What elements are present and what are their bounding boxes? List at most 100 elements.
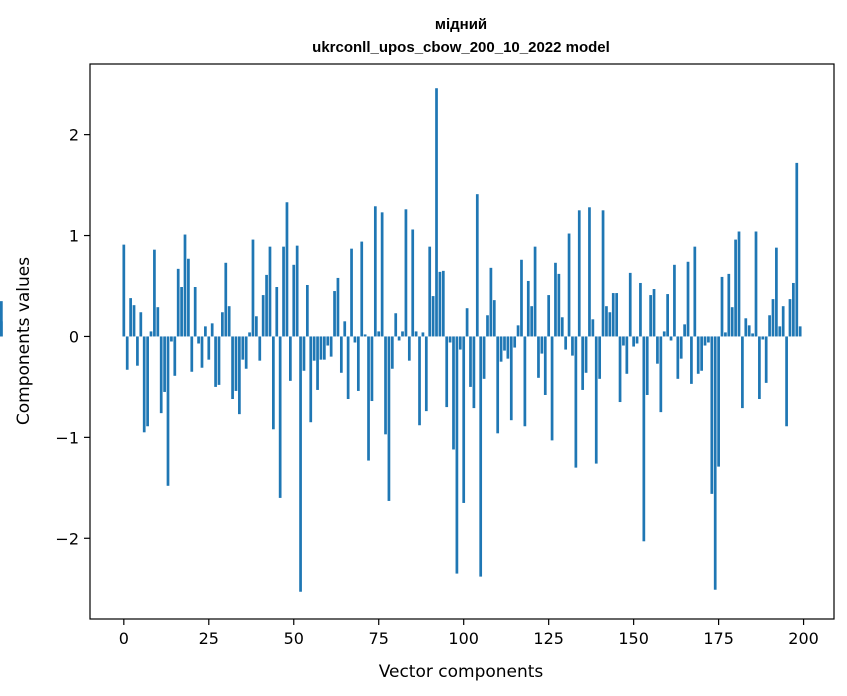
bar-64	[339, 336, 343, 373]
y-tick-label: 0	[69, 327, 79, 346]
bar-23	[200, 336, 204, 368]
bar-152	[639, 282, 642, 337]
bar-124	[543, 336, 547, 395]
bar-5	[139, 312, 143, 337]
bar-66	[346, 336, 350, 400]
bar-138	[591, 319, 595, 337]
bar-118	[523, 336, 527, 427]
bar-81	[397, 336, 401, 341]
bar-70	[360, 241, 364, 337]
bar-113	[506, 336, 510, 359]
bar-182	[741, 336, 744, 409]
bar-135	[581, 336, 585, 390]
bar-62	[333, 291, 336, 337]
bar-59	[322, 336, 326, 360]
bar-199	[798, 326, 802, 337]
bar-100	[462, 336, 466, 503]
bar-58	[319, 336, 323, 360]
bar-141	[601, 210, 605, 337]
bar-107	[486, 315, 489, 337]
bar-160	[666, 294, 669, 337]
bar-84	[407, 336, 411, 361]
bar-148	[625, 336, 629, 374]
bar-116	[516, 325, 520, 337]
bar-41	[261, 295, 265, 337]
bar-10	[156, 307, 160, 337]
bar-130	[564, 336, 568, 350]
bar-125	[547, 295, 551, 337]
bar-98	[455, 336, 459, 574]
bar-105	[479, 336, 483, 577]
bar-144	[611, 293, 615, 337]
bar-151	[635, 336, 639, 344]
bar-69	[356, 336, 360, 391]
bar-38	[251, 239, 255, 337]
bar-77	[384, 336, 387, 435]
bar-115	[513, 336, 517, 348]
bar-26	[210, 323, 214, 337]
bar-129	[560, 317, 564, 337]
bar-121	[533, 246, 537, 337]
bar-168	[693, 246, 697, 337]
bar-32	[231, 336, 234, 400]
bar-161	[669, 336, 673, 341]
bar-165	[683, 324, 686, 337]
y-tick-label: −2	[55, 529, 79, 548]
bar-185	[751, 333, 754, 337]
y-axis-label: Components values	[14, 257, 34, 425]
bar-53	[302, 336, 306, 371]
bars-group	[0, 88, 802, 592]
x-tick-label: 50	[284, 629, 304, 648]
bar-189	[764, 336, 768, 383]
bar-93	[438, 271, 442, 337]
bar-15	[173, 336, 177, 376]
bar-52	[299, 336, 302, 592]
bar-132	[571, 336, 574, 356]
bar-28	[217, 336, 221, 385]
bar-56	[312, 336, 316, 361]
bar-103	[472, 336, 476, 409]
bar-197	[792, 282, 795, 337]
bar-85	[411, 229, 415, 337]
bar-25	[207, 336, 211, 360]
bar-139	[594, 336, 598, 464]
bar-143	[608, 312, 612, 337]
bar-3	[132, 305, 136, 337]
bar-194	[781, 306, 785, 337]
y-tick-label: 2	[69, 126, 79, 145]
bar-83	[404, 209, 408, 337]
bar-156	[652, 289, 656, 337]
bar-54	[305, 284, 309, 337]
bar-117	[520, 259, 523, 337]
bar-166	[686, 261, 690, 337]
x-tick-label: 25	[199, 629, 219, 648]
bar-186	[754, 231, 758, 337]
x-axis-label: Vector components	[379, 662, 544, 682]
bar-75	[377, 331, 381, 337]
bar-154	[645, 336, 649, 395]
bar-46	[278, 336, 282, 498]
bar-172	[707, 336, 710, 343]
bar-128	[557, 273, 561, 337]
bar-42	[265, 274, 268, 337]
y-axis-ticks: −2 −1 0 1 2	[55, 126, 90, 548]
bar-184	[747, 325, 751, 337]
bar-112	[503, 336, 506, 351]
bar-71	[363, 334, 367, 337]
bar-57	[316, 336, 319, 390]
bar-97	[452, 336, 455, 450]
bar-88	[421, 332, 425, 337]
bar-21	[193, 287, 197, 337]
bar-72	[367, 336, 370, 461]
bar-171	[703, 336, 707, 346]
x-tick-label: 125	[533, 629, 564, 648]
bar-94	[441, 270, 445, 337]
bar-153	[642, 336, 646, 542]
bar-183	[744, 318, 748, 337]
bar-30	[224, 262, 228, 337]
bar-95	[445, 336, 449, 408]
chart-title: мідний	[435, 16, 487, 33]
bar-96	[448, 336, 452, 343]
bar-29	[221, 312, 224, 337]
